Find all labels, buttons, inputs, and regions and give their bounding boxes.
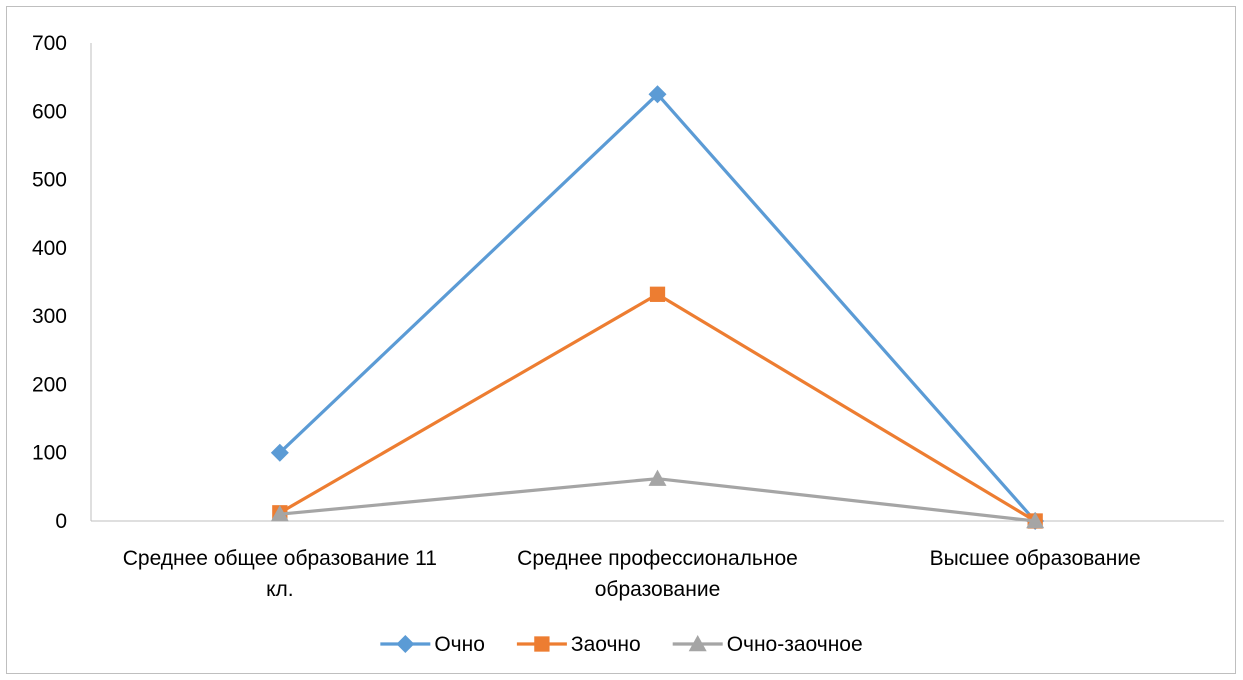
legend-label: Заочно — [571, 633, 641, 656]
legend-marker — [396, 635, 415, 653]
x-tick-label: Высшее образование — [930, 547, 1141, 570]
data-point — [270, 505, 289, 522]
x-axis-ticks: Среднее общее образование 11 кл. Среднее п… — [123, 547, 1141, 601]
series-2 — [272, 286, 1043, 529]
x-tick-label-line: Среднее общее образование 11 — [123, 547, 437, 570]
legend-item: Очно — [380, 633, 485, 656]
x-tick-label-line: Высшее образование — [930, 547, 1141, 570]
series-line — [279, 292, 1036, 523]
series-1 — [270, 85, 1045, 530]
chart-frame — [6, 6, 1236, 674]
y-tick-label: 200 — [32, 373, 67, 396]
legend-marker — [688, 635, 707, 652]
data-point — [649, 286, 666, 302]
x-tick-label: Среднее профессиональное образование — [517, 547, 798, 601]
y-tick-label: 300 — [32, 305, 67, 328]
data-point — [648, 469, 667, 486]
data-point — [270, 443, 289, 462]
x-tick-label: Среднее общее образование 11 кл. — [123, 547, 437, 601]
y-tick-label: 100 — [32, 442, 67, 465]
x-tick-label-line: кл. — [266, 578, 294, 601]
chart-axes — [90, 43, 1224, 522]
y-tick-label: 500 — [32, 169, 67, 192]
data-point — [1026, 512, 1045, 529]
legend-item: Очно-заочное — [672, 633, 863, 656]
x-tick-label-line: Среднее профессиональное — [517, 547, 798, 570]
y-tick-label: 400 — [32, 237, 67, 260]
y-tick-label: 600 — [32, 100, 67, 123]
series-line — [278, 92, 1037, 523]
y-tick-label: 700 — [32, 32, 67, 55]
legend-label: Очно — [434, 633, 485, 656]
chart-legend: Очно Заочно Очно-заочное — [380, 633, 863, 656]
legend-marker — [534, 636, 550, 652]
y-axis-ticks: 0 100 200 300 400 500 600 700 — [32, 32, 67, 533]
series-3 — [270, 469, 1045, 529]
x-tick-label-line: образование — [595, 578, 721, 601]
data-point — [648, 85, 667, 104]
y-tick-label: 0 — [55, 510, 67, 533]
legend-item: Заочно — [516, 633, 641, 656]
legend-label: Очно-заочное — [727, 633, 863, 656]
series-layer — [270, 85, 1045, 530]
